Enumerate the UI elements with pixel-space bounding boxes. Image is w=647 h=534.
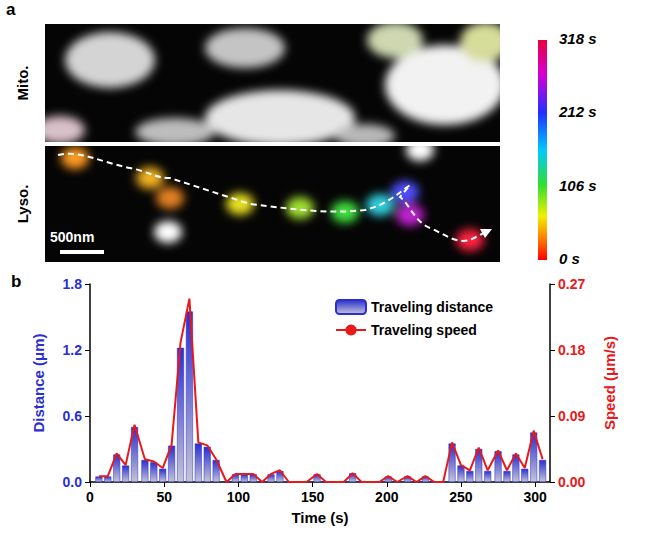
svg-text:Time (s): Time (s) bbox=[291, 509, 348, 526]
svg-text:0.6: 0.6 bbox=[63, 408, 83, 424]
svg-text:0.09: 0.09 bbox=[558, 408, 585, 424]
svg-text:0.00: 0.00 bbox=[558, 474, 585, 490]
svg-text:500nm: 500nm bbox=[50, 229, 94, 245]
svg-text:212 s: 212 s bbox=[558, 103, 597, 120]
svg-text:0.0: 0.0 bbox=[63, 474, 83, 490]
svg-text:a: a bbox=[6, 0, 16, 19]
svg-text:50: 50 bbox=[156, 489, 172, 505]
svg-text:Traveling speed: Traveling speed bbox=[371, 322, 477, 338]
svg-text:Speed (μm/s): Speed (μm/s) bbox=[601, 336, 618, 430]
svg-text:300: 300 bbox=[523, 489, 547, 505]
svg-text:0: 0 bbox=[86, 489, 94, 505]
svg-text:100: 100 bbox=[227, 489, 251, 505]
svg-text:318 s: 318 s bbox=[559, 30, 597, 47]
svg-text:Lyso.: Lyso. bbox=[14, 185, 31, 224]
svg-text:1.8: 1.8 bbox=[63, 276, 83, 292]
svg-text:106 s: 106 s bbox=[559, 177, 597, 194]
svg-text:b: b bbox=[11, 272, 21, 291]
svg-text:Traveling distance: Traveling distance bbox=[371, 299, 493, 315]
svg-text:Mito.: Mito. bbox=[14, 66, 31, 101]
svg-text:1.2: 1.2 bbox=[63, 342, 83, 358]
svg-text:Distance (μm): Distance (μm) bbox=[30, 333, 47, 432]
svg-text:0 s: 0 s bbox=[559, 250, 580, 266]
svg-text:150: 150 bbox=[301, 489, 325, 505]
svg-text:0.18: 0.18 bbox=[558, 342, 585, 358]
svg-text:200: 200 bbox=[375, 489, 399, 505]
svg-text:250: 250 bbox=[449, 489, 473, 505]
svg-text:0.27: 0.27 bbox=[558, 276, 585, 292]
